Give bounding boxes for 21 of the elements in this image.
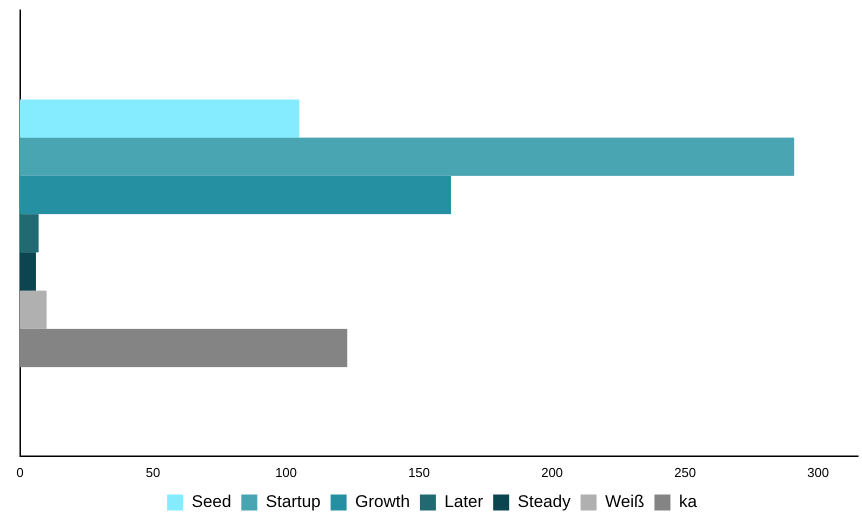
bar	[20, 138, 794, 176]
bar	[20, 328, 348, 368]
bar	[20, 252, 36, 291]
bar	[20, 176, 451, 214]
x-tick-label: 250	[674, 464, 696, 480]
x-tick-label: 150	[408, 464, 430, 480]
bar	[20, 290, 47, 329]
bar	[20, 99, 300, 138]
legend-label: ka	[678, 492, 698, 512]
legend-label: Weiß	[605, 492, 644, 512]
x-tick-label: 200	[541, 464, 563, 480]
bar	[20, 214, 39, 252]
legend-label: Seed	[192, 492, 232, 512]
legend-label: Later	[444, 492, 484, 512]
legend-label: Startup	[266, 492, 321, 512]
legend-label: Growth	[355, 492, 410, 512]
x-tick-label: 50	[146, 464, 160, 480]
legend-label: Steady	[518, 492, 572, 512]
x-tick-label: 300	[807, 464, 829, 480]
x-tick-label: 0	[16, 464, 24, 480]
x-tick-label: 100	[275, 464, 297, 480]
